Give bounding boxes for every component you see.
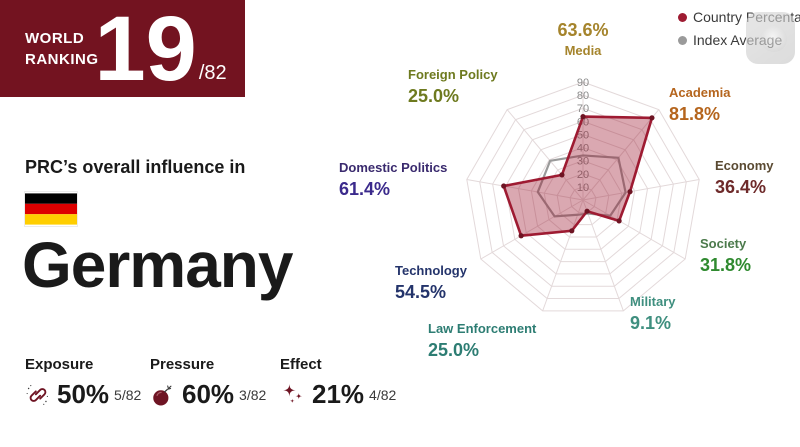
svg-text:90: 90 — [577, 77, 589, 89]
svg-text:80: 80 — [577, 90, 589, 102]
svg-text:70: 70 — [577, 103, 589, 115]
